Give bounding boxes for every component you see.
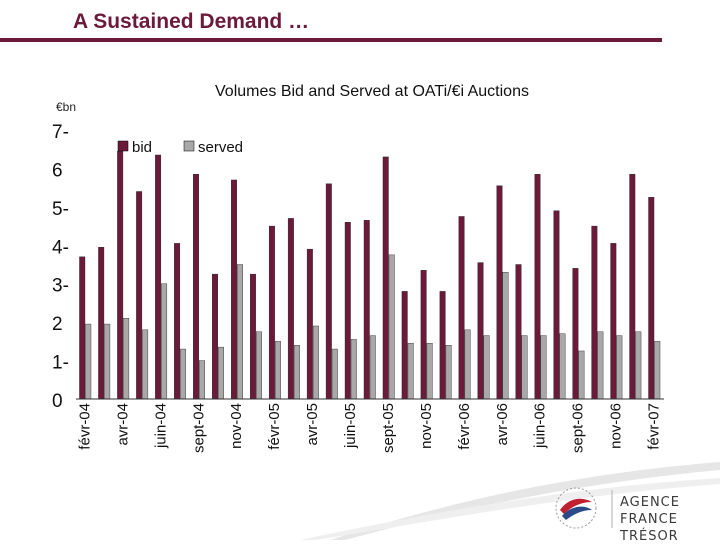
x-tick-label: avr-06 <box>494 403 511 446</box>
y-tick-label: 3- <box>52 276 69 297</box>
y-tick-label: 1- <box>52 353 69 374</box>
x-tick-label: févr-05 <box>266 403 283 450</box>
logo-text: AGENCE FRANCE TRÉSOR <box>620 494 720 545</box>
logo-line-1: AGENCE <box>620 495 680 510</box>
legend: bid served <box>117 139 243 156</box>
chart-title: Volumes Bid and Served at OATi/€i Auctio… <box>215 83 529 100</box>
y-tick-label: 7- <box>52 122 69 143</box>
x-tick-label: nov-06 <box>608 403 625 449</box>
legend-swatch-served <box>183 140 195 152</box>
x-tick-label: juin-04 <box>152 403 169 449</box>
legend-swatch-bid <box>117 140 129 152</box>
x-tick-label: févr-07 <box>646 403 663 450</box>
y-tick-label: 0 <box>52 391 63 412</box>
x-tick-label: févr-04 <box>76 403 93 450</box>
x-tick-label: févr-06 <box>456 403 473 450</box>
agence-france-tresor-logo <box>555 487 613 529</box>
legend-label-bid: bid <box>132 139 152 156</box>
y-ticks: 0 1- 2 3- 4- 5- 6 7- <box>52 122 69 412</box>
title-rule <box>0 38 662 42</box>
x-tick-label: sept-04 <box>190 403 207 453</box>
x-tick-label: nov-04 <box>228 403 245 449</box>
x-tick-label: sept-06 <box>570 403 587 453</box>
x-tick-label: avr-05 <box>304 403 321 446</box>
x-tick-label: avr-04 <box>114 403 131 446</box>
y-tick-label: 4- <box>52 237 69 258</box>
x-tick-label: sept-05 <box>380 403 397 453</box>
x-tick-labels: févr-04 avr-04 juin-04 sept-04 nov-04 févr-05… <box>76 403 662 453</box>
y-axis-unit: €bn <box>56 100 76 114</box>
legend-label-served: served <box>198 139 243 156</box>
x-tick-label: juin-05 <box>342 403 359 449</box>
y-tick-label: 6 <box>52 160 63 181</box>
y-tick-label: 2 <box>52 314 63 335</box>
y-tick-label: 5- <box>52 199 69 220</box>
x-tick-label: nov-05 <box>418 403 435 449</box>
slide-title: A Sustained Demand … <box>73 10 310 33</box>
x-tick-label: juin-06 <box>532 403 549 449</box>
